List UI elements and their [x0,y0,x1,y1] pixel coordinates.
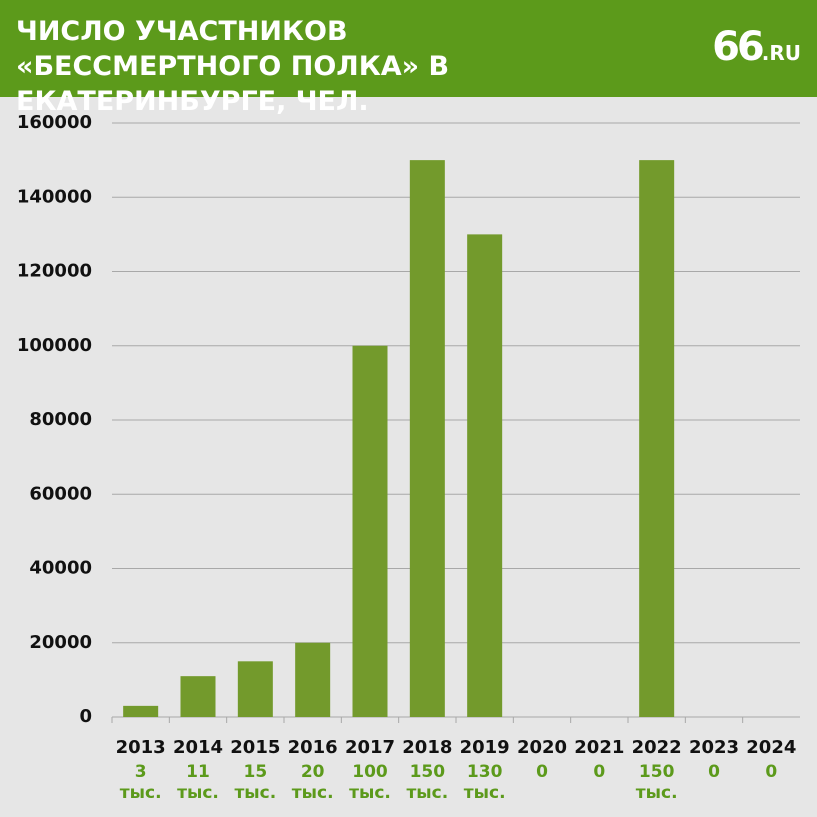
y-tick-label: 100000 [17,335,92,356]
x-tick-label: 2013 [116,737,166,758]
y-tick-label: 0 [79,706,92,727]
y-tick-label: 20000 [29,632,92,653]
chart-title: ЧИСЛО УЧАСТНИКОВ «БЕССМЕРТНОГО ПОЛКА» В … [16,16,450,117]
x-tick-label: 2016 [288,737,338,758]
bar [467,234,503,717]
x-tick-label: 2022 [632,737,682,758]
logo-number: 66 [712,24,765,70]
logo: 66.RU [712,24,801,70]
value-label: 150 тыс. [635,762,678,803]
bar [295,642,331,717]
y-tick-label: 160000 [17,112,92,133]
bar [409,160,445,717]
x-tick-label: 2015 [230,737,280,758]
bar [237,661,273,717]
y-tick-label: 60000 [29,483,92,504]
value-label: 0 [593,762,606,782]
x-tick-label: 2017 [345,737,395,758]
value-label: 3 тыс. [119,762,162,803]
value-label: 100 тыс. [349,762,391,803]
value-label: 15 тыс. [234,762,277,803]
x-tick-label: 2021 [574,737,624,758]
value-label: 20 тыс. [291,762,334,803]
x-tick-label: 2024 [746,737,796,758]
value-label: 11 тыс. [177,762,219,803]
y-tick-label: 80000 [29,409,92,430]
value-label: 0 [765,762,778,782]
bar [639,160,675,717]
logo-suffix: .RU [761,41,801,65]
value-label: 0 [536,762,548,782]
y-tick-label: 120000 [17,261,92,282]
y-tick-label: 140000 [17,186,92,207]
bar [180,676,216,717]
x-tick-label: 2023 [689,737,739,758]
bar [123,705,159,717]
value-label: 150 тыс. [406,762,449,803]
y-tick-label: 40000 [29,558,92,579]
value-label: 130 тыс. [463,762,506,803]
x-tick-label: 2019 [460,737,510,758]
x-tick-label: 2018 [402,737,452,758]
x-tick-label: 2014 [173,737,223,758]
bar [352,345,388,717]
value-label: 0 [708,762,720,782]
x-tick-label: 2020 [517,737,567,758]
header: ЧИСЛО УЧАСТНИКОВ «БЕССМЕРТНОГО ПОЛКА» В … [0,0,817,117]
